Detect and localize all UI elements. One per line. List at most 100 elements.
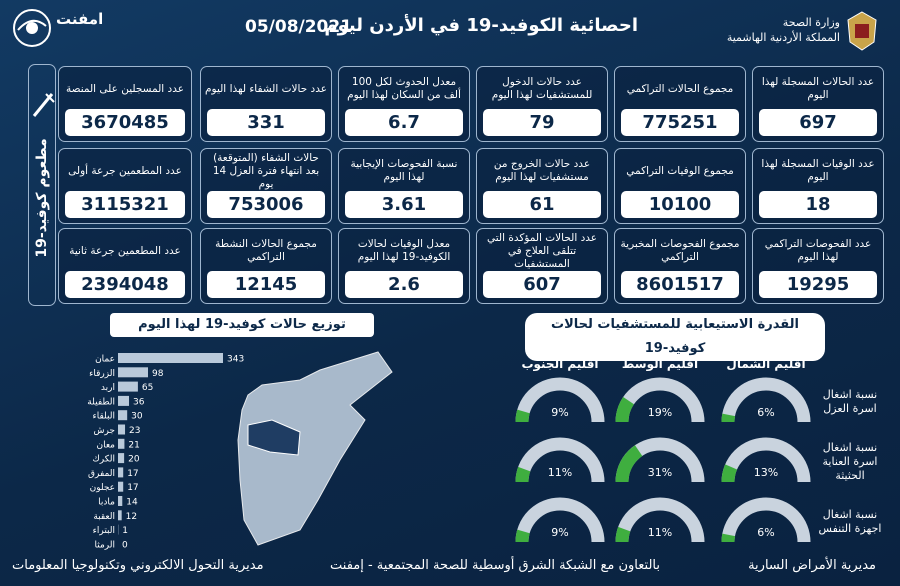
stat-label: مجموع الوفيات التراكمي xyxy=(626,164,734,177)
gauge-track xyxy=(515,437,605,483)
gauge-label: 19% xyxy=(648,406,672,419)
kingdom: المملكة الأردنية الهاشمية xyxy=(726,31,840,44)
stat-value: 10100 xyxy=(621,191,739,218)
stat-card: عدد حالات الدخول للمستشفيات لهذا اليوم 79 xyxy=(476,66,608,142)
bar-category: عمان xyxy=(95,355,115,365)
bar-value: 65 xyxy=(142,383,153,393)
gauge-track xyxy=(721,377,811,423)
bar-category: جرش xyxy=(93,426,115,436)
bar xyxy=(118,367,148,378)
bar xyxy=(118,410,128,421)
bar-value: 30 xyxy=(131,412,143,422)
gauge-fill xyxy=(615,396,635,423)
stat-value: 697 xyxy=(759,109,877,136)
bar-category: اربد xyxy=(101,383,115,393)
gauge-label: 31% xyxy=(648,466,672,479)
gauge-fill xyxy=(721,533,736,543)
bar-category: معان xyxy=(96,440,115,450)
stat-label: مجموع الفحوصات المخبرية التراكمي xyxy=(620,238,740,263)
gauge-region: اقليم الجنوب xyxy=(521,357,598,372)
stat-card: عدد حالات الخروج من مستشفيات لهذا اليوم 6… xyxy=(476,148,608,224)
stat-value: 12145 xyxy=(207,271,325,298)
bar xyxy=(118,424,126,435)
footer-right: مديرية الأمراض السارية xyxy=(748,558,876,573)
vaccine-card: عدد المطعمين جرعة أولى 3115321 xyxy=(58,148,192,224)
stat-value: 3.61 xyxy=(345,191,463,218)
bar-category: العقبة xyxy=(93,512,115,522)
stat-value: 331 xyxy=(207,109,325,136)
stat-label: عدد الوفيات المسجلة لهذا اليوم xyxy=(761,158,875,183)
stat-card: نسبة الفحوصات الإيجابية لهذا اليوم 3.61 xyxy=(338,148,470,224)
syringe-icon xyxy=(32,93,55,117)
stat-value: 607 xyxy=(483,271,601,298)
gauge-label: 6% xyxy=(757,406,774,419)
stat-label: عدد حالات الشفاء لهذا اليوم xyxy=(205,82,327,95)
logo-text: امفنت xyxy=(56,10,104,28)
gauge-fill xyxy=(721,464,738,483)
stat-card: مجموع الوفيات التراكمي 10100 xyxy=(614,148,746,224)
bar-category: الكرك xyxy=(92,455,115,465)
bar-category: المفرق xyxy=(88,469,115,479)
vaccine-card: عدد المطعمين جرعة ثانية 2394048 xyxy=(58,228,192,304)
stat-label: عدد الفحوصات التراكمي لهذا اليوم xyxy=(764,238,872,263)
stat-label: عدد حالات الدخول للمستشفيات لهذا اليوم xyxy=(491,76,593,101)
stat-label: عدد حالات الخروج من مستشفيات لهذا اليوم xyxy=(493,158,591,183)
map-region xyxy=(247,419,301,456)
bar-value: 17 xyxy=(127,469,138,479)
gauge-fill xyxy=(515,466,531,483)
bar xyxy=(118,467,124,478)
bar-value: 343 xyxy=(227,355,244,365)
coat-of-arms xyxy=(847,11,877,51)
vaccine-value: 3670485 xyxy=(65,109,185,136)
bar-value: 14 xyxy=(126,498,138,508)
stat-card: معدل الحدوث لكل 100 ألف من السكان لهذا ا… xyxy=(338,66,470,142)
stat-label: مجموع الحالات النشطة التراكمي xyxy=(215,238,317,263)
bar xyxy=(118,496,123,506)
bar-value: 0 xyxy=(122,540,128,550)
gauge-fill xyxy=(515,529,530,543)
gauge-fill xyxy=(515,409,530,423)
stat-card: حالات الشفاء (المتوقعة) بعد انتهاء فترة … xyxy=(200,148,332,224)
stat-label: مجموع الحالات التراكمي xyxy=(626,82,734,95)
vaccine-label: عدد المطعمين جرعة أولى xyxy=(68,164,182,177)
bar xyxy=(118,510,122,521)
bar-value: 20 xyxy=(128,455,140,465)
gauge-fill xyxy=(615,445,643,483)
gauge-label: 11% xyxy=(548,466,572,479)
logo-icon xyxy=(13,9,51,47)
gauge-track xyxy=(515,377,605,423)
gauge-label: 6% xyxy=(757,526,774,539)
stat-card: عدد الفحوصات التراكمي لهذا اليوم 19295 xyxy=(752,228,884,304)
ministry: وزارة الصحة xyxy=(782,16,840,29)
vaccine-card: عدد المسجلين على المنصة 3670485 xyxy=(58,66,192,142)
vaccine-label: عدد المسجلين على المنصة xyxy=(65,82,185,95)
gauge-track xyxy=(721,497,811,543)
gauge-row-label: نسبة اشغال اسرة العزل xyxy=(822,388,878,415)
gauge-track xyxy=(615,497,705,543)
stat-card: عدد الحالات المؤكدة التي تتلقى العلاج في… xyxy=(476,228,608,304)
gauge-label: 9% xyxy=(551,526,568,539)
gauge-track xyxy=(515,497,605,543)
stat-value: 753006 xyxy=(207,191,325,218)
bar xyxy=(118,453,125,464)
bar-category: عجلون xyxy=(90,483,115,493)
gauge-region: اقليم الوسط xyxy=(622,357,698,372)
stat-value: 6.7 xyxy=(345,109,463,136)
vaccine-strip xyxy=(28,64,56,306)
gauge-fill xyxy=(721,413,736,423)
stat-card: مجموع الفحوصات المخبرية التراكمي 8601517 xyxy=(614,228,746,304)
bar-value: 17 xyxy=(127,483,138,493)
bar-chart-title: توزيع حالات كوفيد-19 لهذا اليوم xyxy=(110,313,374,337)
bar-category: مادبا xyxy=(98,498,115,508)
map xyxy=(237,351,393,546)
stat-value: 8601517 xyxy=(621,271,739,298)
bar-category: الزرقاء xyxy=(89,369,115,379)
stat-card: مجموع الحالات التراكمي 775251 xyxy=(614,66,746,142)
stat-value: 61 xyxy=(483,191,601,218)
gauge-label: 13% xyxy=(754,466,778,479)
stat-card: عدد الحالات المسجلة لهذا اليوم 697 xyxy=(752,66,884,142)
bar-value: 1 xyxy=(122,526,128,536)
gauge-label: 11% xyxy=(648,526,672,539)
stat-card: عدد الوفيات المسجلة لهذا اليوم 18 xyxy=(752,148,884,224)
